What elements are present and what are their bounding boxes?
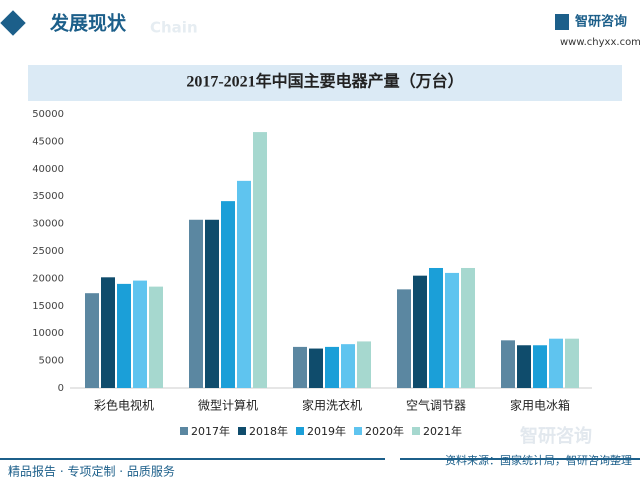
bar	[533, 345, 547, 388]
y-tick-label: 30000	[32, 219, 64, 230]
legend-swatch	[412, 427, 420, 435]
y-tick-label: 45000	[32, 136, 64, 147]
bar	[309, 348, 323, 388]
bar	[205, 219, 219, 388]
logo-icon	[555, 14, 569, 30]
header-watermark: Chain	[150, 19, 198, 37]
y-tick-label: 20000	[32, 273, 64, 284]
legend-swatch	[296, 427, 304, 435]
title-box	[28, 65, 622, 101]
footer-slogan: 精品报告 · 专项定制 · 品质服务	[8, 464, 175, 479]
bar	[133, 280, 147, 388]
y-tick-label: 35000	[32, 191, 64, 202]
bar	[253, 132, 267, 388]
legend-label: 2018年	[249, 424, 288, 438]
x-tick-label: 微型计算机	[198, 398, 258, 413]
legend-label: 2017年	[191, 424, 230, 438]
bar	[85, 293, 99, 388]
bar	[517, 345, 531, 388]
bar	[357, 341, 371, 388]
legend-label: 2020年	[365, 424, 404, 438]
bar	[325, 346, 339, 388]
legend-swatch	[180, 427, 188, 435]
x-tick-label: 家用电冰箱	[510, 398, 570, 413]
bar	[341, 344, 355, 388]
bar	[189, 219, 203, 388]
legend-swatch	[354, 427, 362, 435]
header-title: 发展现状	[49, 12, 127, 35]
bar	[445, 272, 459, 388]
legend-swatch	[238, 427, 246, 435]
bar	[149, 286, 163, 388]
bar	[221, 201, 235, 388]
bar	[565, 338, 579, 388]
logo-url: www.chyxx.com	[560, 37, 640, 48]
legend-label: 2019年	[307, 424, 346, 438]
logo-name: 智研咨询	[575, 14, 627, 30]
bar	[429, 267, 443, 388]
chart-title: 2017-2021年中国主要电器产量（万台）	[186, 72, 463, 91]
bar	[117, 283, 131, 388]
y-tick-label: 0	[58, 383, 64, 394]
footer-source: 资料来源：国家统计局，智研咨询整理	[445, 453, 632, 467]
y-tick-label: 40000	[32, 164, 64, 175]
y-tick-label: 25000	[32, 246, 64, 257]
bar	[461, 267, 475, 388]
x-tick-label: 家用洗衣机	[302, 398, 362, 413]
y-tick-label: 5000	[39, 356, 64, 367]
x-tick-label: 彩色电视机	[94, 398, 154, 413]
x-tick-label: 空气调节器	[406, 398, 466, 413]
bar	[237, 180, 251, 388]
y-tick-label: 50000	[32, 109, 64, 120]
bar	[501, 340, 515, 388]
bar	[397, 289, 411, 388]
legend-label: 2021年	[423, 424, 462, 438]
bar	[413, 275, 427, 388]
bar	[101, 277, 115, 388]
y-tick-label: 10000	[32, 328, 64, 339]
bar	[293, 346, 307, 388]
footer-watermark: 智研咨询	[520, 425, 592, 447]
y-tick-label: 15000	[32, 301, 64, 312]
bar	[549, 338, 563, 388]
header-icon	[0, 10, 26, 36]
